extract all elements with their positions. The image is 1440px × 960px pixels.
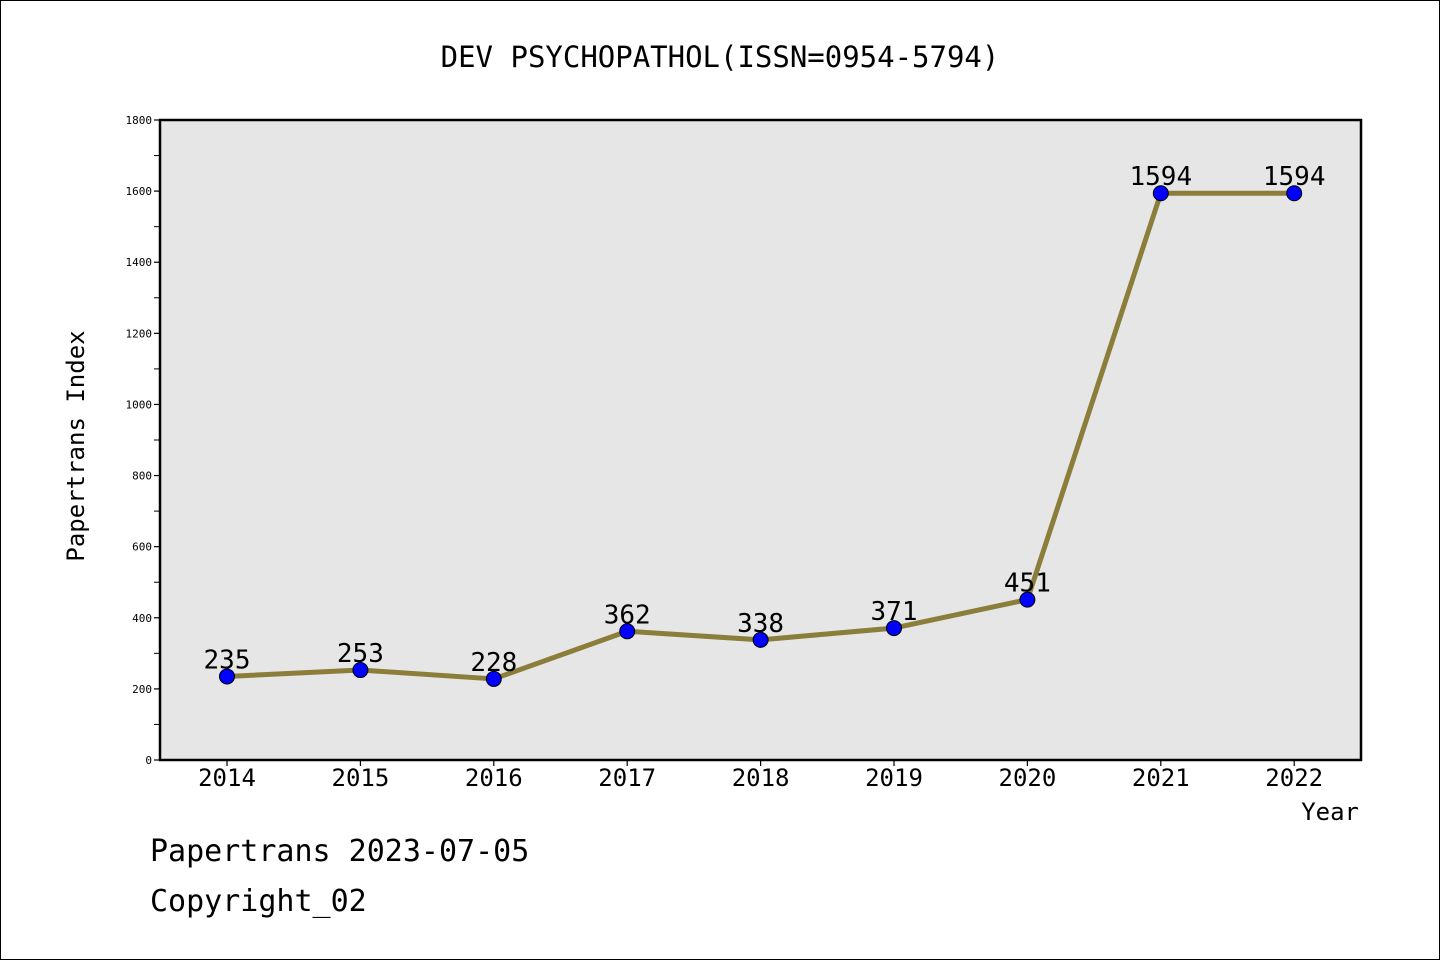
- data-label: 338: [737, 609, 784, 639]
- data-point: [352, 662, 369, 679]
- footer-copyright: Copyright_02: [150, 884, 367, 919]
- data-point: [1152, 185, 1169, 202]
- y-tick-label: 1000: [126, 398, 153, 411]
- data-label: 362: [604, 600, 651, 630]
- data-label: 228: [470, 648, 517, 678]
- data-label: 1594: [1263, 162, 1326, 192]
- y-tick-label: 800: [132, 470, 152, 483]
- data-label: 253: [337, 639, 384, 669]
- y-tick-label: 1400: [126, 256, 153, 269]
- x-axis-label: Year: [1301, 798, 1359, 826]
- x-tick-label: 2021: [1132, 764, 1190, 792]
- x-tick-label: 2018: [732, 764, 790, 792]
- data-label: 235: [204, 645, 251, 675]
- data-point: [1286, 185, 1303, 202]
- y-tick-label: 1200: [126, 327, 153, 340]
- y-tick-label: 400: [132, 612, 152, 625]
- y-axis-label: Papertrans Index: [62, 330, 90, 561]
- plot-area: [160, 120, 1361, 760]
- y-tick-label: 1800: [126, 114, 153, 127]
- x-tick-label: 2016: [465, 764, 523, 792]
- data-point: [485, 670, 502, 687]
- data-label: 451: [1004, 569, 1051, 599]
- x-tick-label: 2022: [1265, 764, 1323, 792]
- x-axis: 2014 2015 2016 2017 2018 2019 2020 2021 2022: [198, 760, 1323, 792]
- data-label-layer: 235 253 228 362 338 371 451 1594 1594: [204, 162, 1326, 678]
- data-point: [1019, 591, 1036, 608]
- data-point: [886, 620, 902, 637]
- chart-title: DEV PSYCHOPATHOL(ISSN=0954-5794): [441, 40, 1000, 74]
- x-tick-label: 2019: [865, 764, 923, 792]
- data-point: [619, 623, 636, 640]
- y-tick-label: 0: [145, 754, 152, 767]
- data-label: 1594: [1129, 162, 1192, 192]
- marker-layer: [219, 185, 1303, 687]
- x-tick-label: 2020: [999, 764, 1057, 792]
- x-tick-label: 2015: [332, 764, 390, 792]
- y-axis: 0 200 400 600 800 1000 1200 1400 1600 1800: [126, 114, 160, 767]
- data-point: [219, 668, 235, 685]
- x-tick-label: 2017: [598, 764, 656, 792]
- data-label: 371: [871, 597, 918, 627]
- y-tick-label: 600: [132, 541, 152, 554]
- footer-date: Papertrans 2023-07-05: [150, 834, 530, 869]
- y-tick-label: 1600: [126, 185, 153, 198]
- y-tick-label: 200: [132, 683, 152, 696]
- data-point: [752, 631, 769, 648]
- x-tick-label: 2014: [198, 764, 256, 792]
